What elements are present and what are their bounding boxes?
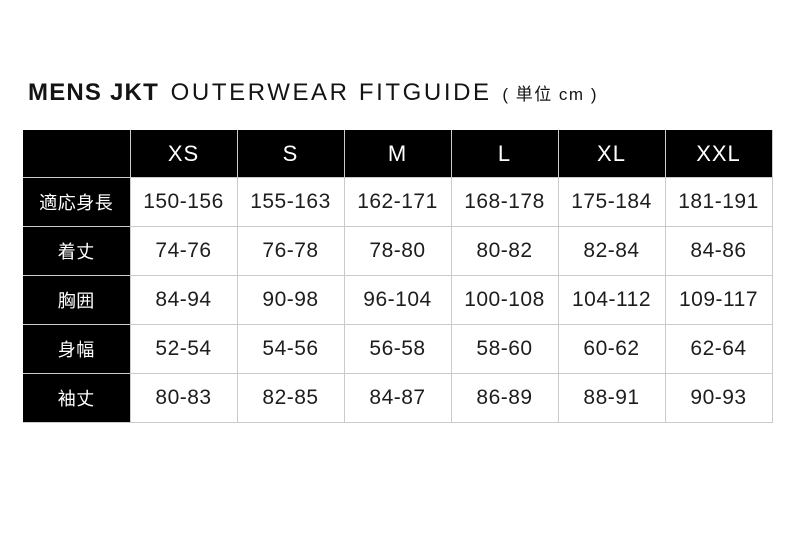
corner-cell xyxy=(23,130,131,178)
row-label-chest: 胸囲 xyxy=(23,275,131,325)
column-header-l: L xyxy=(450,130,559,178)
size-cell: 60-62 xyxy=(557,324,666,374)
size-cell: 86-89 xyxy=(450,373,559,423)
size-cell: 56-58 xyxy=(343,324,452,374)
size-cell: 90-93 xyxy=(664,373,773,423)
size-cell: 88-91 xyxy=(557,373,666,423)
title-unit-note: ( 単位 cm ) xyxy=(502,85,598,104)
column-header-xl: XL xyxy=(557,130,666,178)
size-cell: 175-184 xyxy=(557,177,666,227)
size-cell: 100-108 xyxy=(450,275,559,325)
size-cell: 82-85 xyxy=(236,373,345,423)
size-cell: 52-54 xyxy=(129,324,238,374)
row-label-body-length: 着丈 xyxy=(23,226,131,276)
size-cell: 54-56 xyxy=(236,324,345,374)
size-cell: 82-84 xyxy=(557,226,666,276)
size-cell: 80-82 xyxy=(450,226,559,276)
size-cell: 84-94 xyxy=(129,275,238,325)
size-cell: 155-163 xyxy=(236,177,345,227)
size-cell: 109-117 xyxy=(664,275,773,325)
page-title: MENS JKT OUTERWEAR FITGUIDE ( 単位 cm ) xyxy=(28,80,598,108)
size-cell: 78-80 xyxy=(343,226,452,276)
size-cell: 84-86 xyxy=(664,226,773,276)
size-cell: 84-87 xyxy=(343,373,452,423)
column-header-xxl: XXL xyxy=(664,130,773,178)
size-cell: 58-60 xyxy=(450,324,559,374)
table-row-sleeve: 袖丈 80-83 82-85 84-87 86-89 88-91 90-93 xyxy=(23,373,773,423)
title-main: OUTERWEAR FITGUIDE xyxy=(170,79,492,106)
table-row-height: 適応身長 150-156 155-163 162-171 168-178 175… xyxy=(23,177,773,227)
size-chart-table: XS S M L XL XXL 適応身長 150-156 155-163 162… xyxy=(23,130,773,423)
size-cell: 76-78 xyxy=(236,226,345,276)
title-brand: MENS JKT xyxy=(28,79,159,106)
table-header-row: XS S M L XL XXL xyxy=(23,130,773,178)
size-cell: 96-104 xyxy=(343,275,452,325)
row-label-body-width: 身幅 xyxy=(23,324,131,374)
table-row-body-length: 着丈 74-76 76-78 78-80 80-82 82-84 84-86 xyxy=(23,226,773,276)
column-header-s: S xyxy=(236,130,345,178)
table-row-body-width: 身幅 52-54 54-56 56-58 58-60 60-62 62-64 xyxy=(23,324,773,374)
row-label-height: 適応身長 xyxy=(23,177,131,227)
table-row-chest: 胸囲 84-94 90-98 96-104 100-108 104-112 10… xyxy=(23,275,773,325)
size-cell: 162-171 xyxy=(343,177,452,227)
column-header-m: M xyxy=(343,130,452,178)
size-cell: 74-76 xyxy=(129,226,238,276)
size-cell: 168-178 xyxy=(450,177,559,227)
size-cell: 90-98 xyxy=(236,275,345,325)
size-cell: 104-112 xyxy=(557,275,666,325)
size-cell: 150-156 xyxy=(129,177,238,227)
size-cell: 80-83 xyxy=(129,373,238,423)
row-label-sleeve: 袖丈 xyxy=(23,373,131,423)
size-cell: 181-191 xyxy=(664,177,773,227)
column-header-xs: XS xyxy=(129,130,238,178)
size-cell: 62-64 xyxy=(664,324,773,374)
